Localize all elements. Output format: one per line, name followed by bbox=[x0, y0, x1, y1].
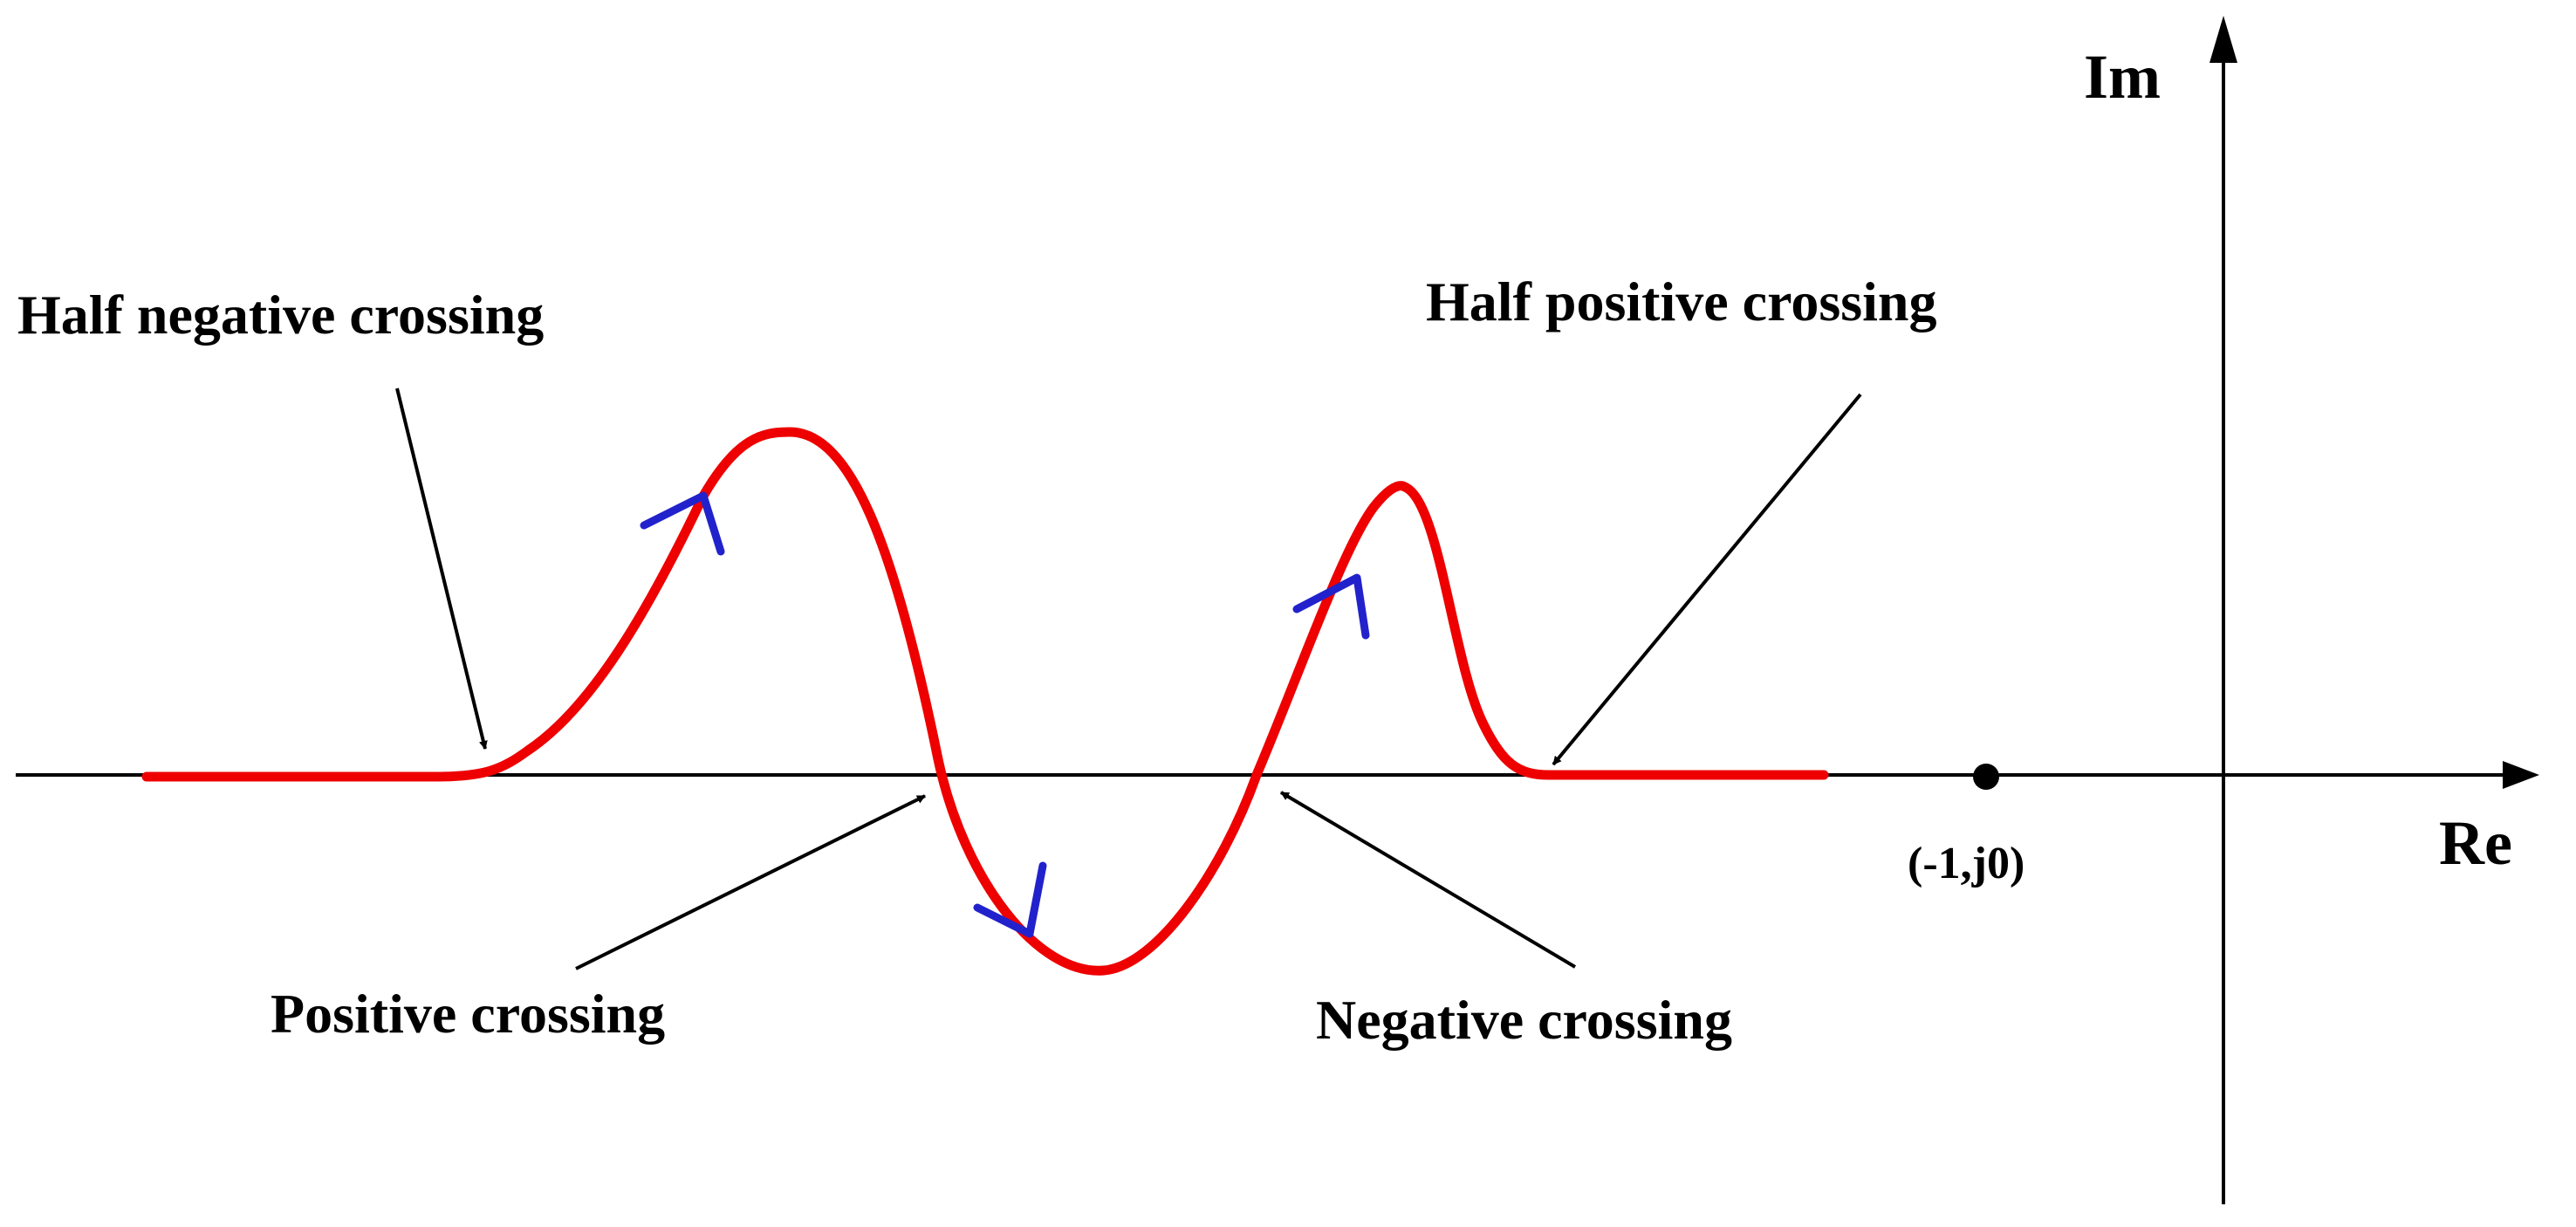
critical-point-marker bbox=[1973, 764, 1999, 790]
imag-axis-arrowhead bbox=[2209, 16, 2237, 63]
label-positive-crossing: Positive crossing bbox=[271, 983, 665, 1045]
direction-arrow-1 bbox=[640, 491, 725, 556]
critical-point-label: (-1,j0) bbox=[1908, 839, 2024, 888]
pointer-half-negative bbox=[395, 387, 488, 750]
imag-axis-label: Im bbox=[2084, 42, 2161, 112]
real-axis-arrowhead bbox=[2503, 761, 2539, 789]
nyquist-curve bbox=[141, 427, 1829, 976]
direction-arrow-2 bbox=[973, 861, 1047, 938]
label-half-positive-crossing: Half positive crossing bbox=[1426, 271, 1937, 332]
pointer-half-positive bbox=[1552, 393, 1862, 766]
direction-arrow-3 bbox=[1292, 573, 1370, 640]
pointer-negative bbox=[1279, 791, 1577, 969]
label-negative-crossing: Negative crossing bbox=[1316, 989, 1732, 1051]
pointer-positive bbox=[575, 794, 926, 970]
label-half-negative-crossing: Half negative crossing bbox=[17, 284, 544, 346]
real-axis-label: Re bbox=[2439, 808, 2512, 878]
